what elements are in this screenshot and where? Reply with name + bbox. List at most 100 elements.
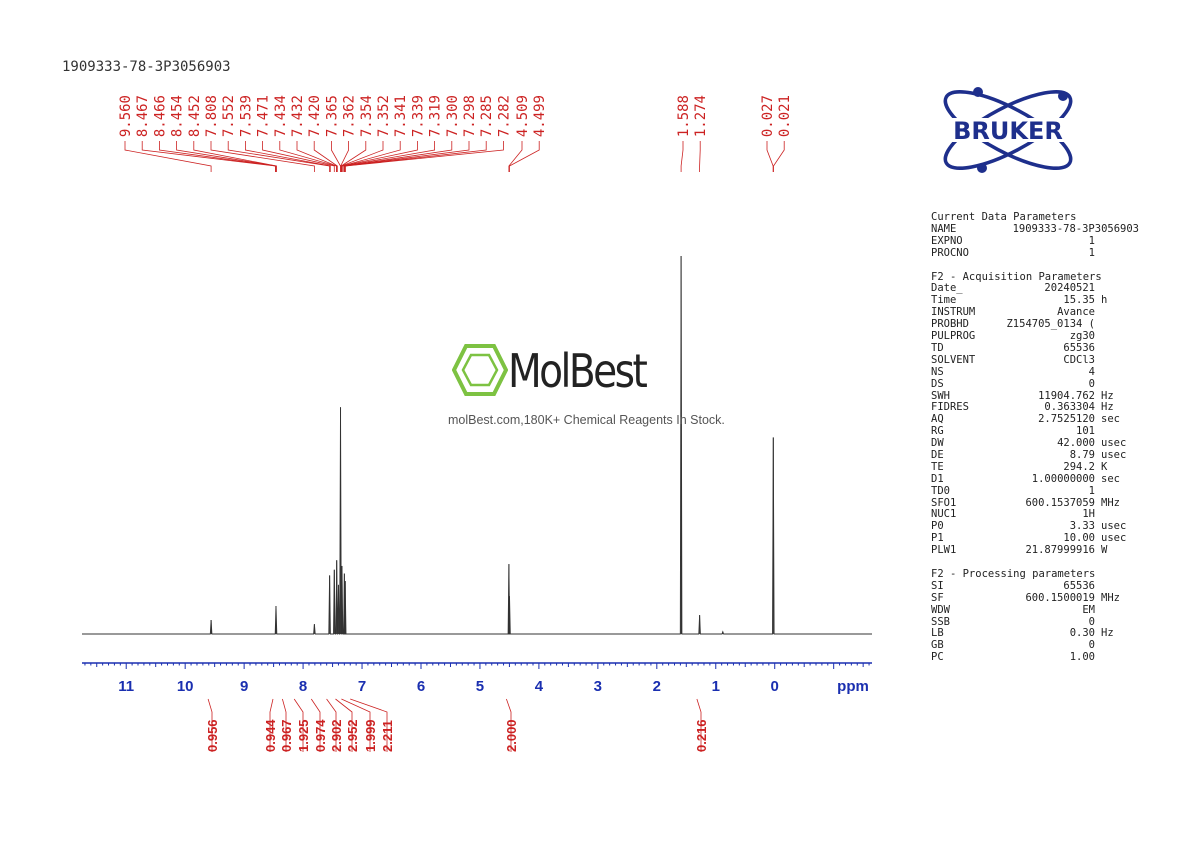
integral-value: 0.216 <box>694 719 709 752</box>
parameter-key: PULPROG <box>931 330 976 343</box>
parameter-key: TE <box>931 460 944 473</box>
x-axis-tick-label: 10 <box>177 678 194 695</box>
x-axis-tick-label: 2 <box>653 678 661 695</box>
parameter-key: NUC1 <box>931 508 957 521</box>
parameter-unit: Hz <box>1101 389 1114 402</box>
parameter-value: 0.30 <box>1069 627 1095 640</box>
x-axis-tick-label: 7 <box>358 678 366 695</box>
parameter-value: EM <box>1082 603 1095 616</box>
parameter-block: F2 - Acquisition Parameters Date_ 20240521… <box>931 270 1151 557</box>
peak-label: 7.471 <box>256 95 272 137</box>
parameter-unit: usec <box>1101 532 1127 545</box>
parameter-row: PLW1 21.87999916 W <box>931 544 1151 557</box>
atom-dot-icon <box>977 163 987 173</box>
x-axis-tick-label: 5 <box>476 678 484 695</box>
parameter-value: 1.00000000 <box>1031 472 1095 485</box>
peak-label-connector <box>341 141 418 172</box>
peak-label: 8.466 <box>152 95 168 137</box>
peak-label: 7.808 <box>204 95 220 137</box>
parameter-row: Time 15.35 h <box>931 294 1151 307</box>
parameter-block: F2 - Processing parameters SI 65536 SF 600.1… <box>931 568 1151 664</box>
parameter-key: PLW1 <box>931 544 957 557</box>
parameter-key: SI <box>931 579 944 592</box>
integral-connector <box>335 698 353 752</box>
peak-label-connector <box>245 141 331 172</box>
parameter-value: 20240521 <box>1044 282 1095 295</box>
parameter-row: SF 600.1500019 MHz <box>931 592 1151 605</box>
parameter-unit: W <box>1101 544 1108 557</box>
peak-label: 1.588 <box>676 95 692 137</box>
parameter-key: PROBHD <box>931 318 969 331</box>
peak-label-connector <box>344 141 470 172</box>
parameter-unit: usec <box>1101 448 1127 461</box>
spectrum-trace <box>82 255 872 635</box>
parameter-key: TD <box>931 341 944 354</box>
parameter-value: 65536 <box>1063 579 1095 592</box>
parameter-value: 0 <box>1088 639 1095 652</box>
parameter-key: SOLVENT <box>931 353 976 366</box>
x-axis-tick-label: 6 <box>417 678 425 695</box>
parameter-row: PROCNO 1 <box>931 247 1151 260</box>
peak-label: 0.027 <box>760 95 776 137</box>
peak-label: 8.454 <box>170 95 186 137</box>
parameter-row: EXPNO 1 <box>931 234 1151 248</box>
parameter-value: 1 <box>1088 484 1095 497</box>
peak-label: 8.452 <box>187 95 203 137</box>
parameter-value: 11904.762 <box>1038 389 1095 402</box>
parameter-row: DS 0 <box>931 378 1151 391</box>
parameter-value: 0.363304 <box>1044 401 1095 414</box>
parameter-value: 1.00 <box>1069 651 1095 664</box>
peak-label: 9.560 <box>118 95 134 137</box>
integral-value: 0.956 <box>205 719 220 752</box>
parameter-value: 600.1537059 <box>1025 496 1095 509</box>
parameter-key: WDW <box>931 603 950 616</box>
integral-value: 2.952 <box>345 719 360 752</box>
peak-label-connector <box>331 141 341 172</box>
parameter-key: FIDRES <box>931 401 969 414</box>
parameter-row: Date_ 20240521 <box>931 283 1151 295</box>
peak-label: 7.282 <box>496 95 512 137</box>
x-axis-tick-label: 0 <box>771 678 779 695</box>
parameter-row: WDW EM <box>931 603 1151 617</box>
integral-value: 2.000 <box>504 719 519 752</box>
integral-connector <box>350 698 388 752</box>
peak-label: 4.509 <box>515 95 531 137</box>
peak-label: 7.552 <box>221 95 237 137</box>
parameter-key: NAME <box>931 222 957 235</box>
parameter-row: DW 42.000 usec <box>931 437 1151 450</box>
parameter-value: 8.79 <box>1069 448 1095 461</box>
parameter-value: CDCl3 <box>1063 353 1095 366</box>
parameter-value: 65536 <box>1063 341 1095 354</box>
peak-label-connector <box>193 141 277 172</box>
parameter-value: 42.000 <box>1057 437 1095 450</box>
parameter-value: 294.2 <box>1063 460 1095 473</box>
x-axis-tick-label: 8 <box>299 678 307 695</box>
integral-connector <box>506 698 512 752</box>
peak-label-connector <box>124 141 212 172</box>
peak-label: 7.319 <box>428 95 444 137</box>
integral-connector <box>293 698 304 752</box>
parameter-row: NAME 1909333-78-3P3056903 <box>931 222 1151 236</box>
integral-value: 0.974 <box>313 719 328 752</box>
integral-connector <box>326 698 337 752</box>
peak-label: 7.434 <box>273 95 289 137</box>
parameter-heading: Current Data Parameters <box>931 211 1077 223</box>
integral-value: 1.925 <box>296 719 311 752</box>
sample-id: 1909333-78-3P3056903 <box>62 59 231 75</box>
parameter-key: LB <box>931 627 944 640</box>
parameter-row: NS 4 <box>931 366 1151 379</box>
parameter-unit: K <box>1101 460 1108 473</box>
integral-connector <box>341 698 371 752</box>
x-axis-tick-label: 4 <box>535 678 544 695</box>
parameter-key: RG <box>931 425 944 438</box>
parameter-row: TD 65536 <box>931 341 1151 355</box>
parameter-value: 101 <box>1076 425 1095 438</box>
peak-label: 7.341 <box>393 95 409 137</box>
parameter-row: TD0 1 <box>931 484 1151 498</box>
peak-label: 7.420 <box>307 95 323 137</box>
parameter-row: RG 101 <box>931 425 1151 438</box>
parameter-key: EXPNO <box>931 234 963 247</box>
parameter-heading: F2 - Acquisition Parameters <box>931 270 1102 283</box>
parameter-row: PULPROG zg30 <box>931 330 1151 343</box>
